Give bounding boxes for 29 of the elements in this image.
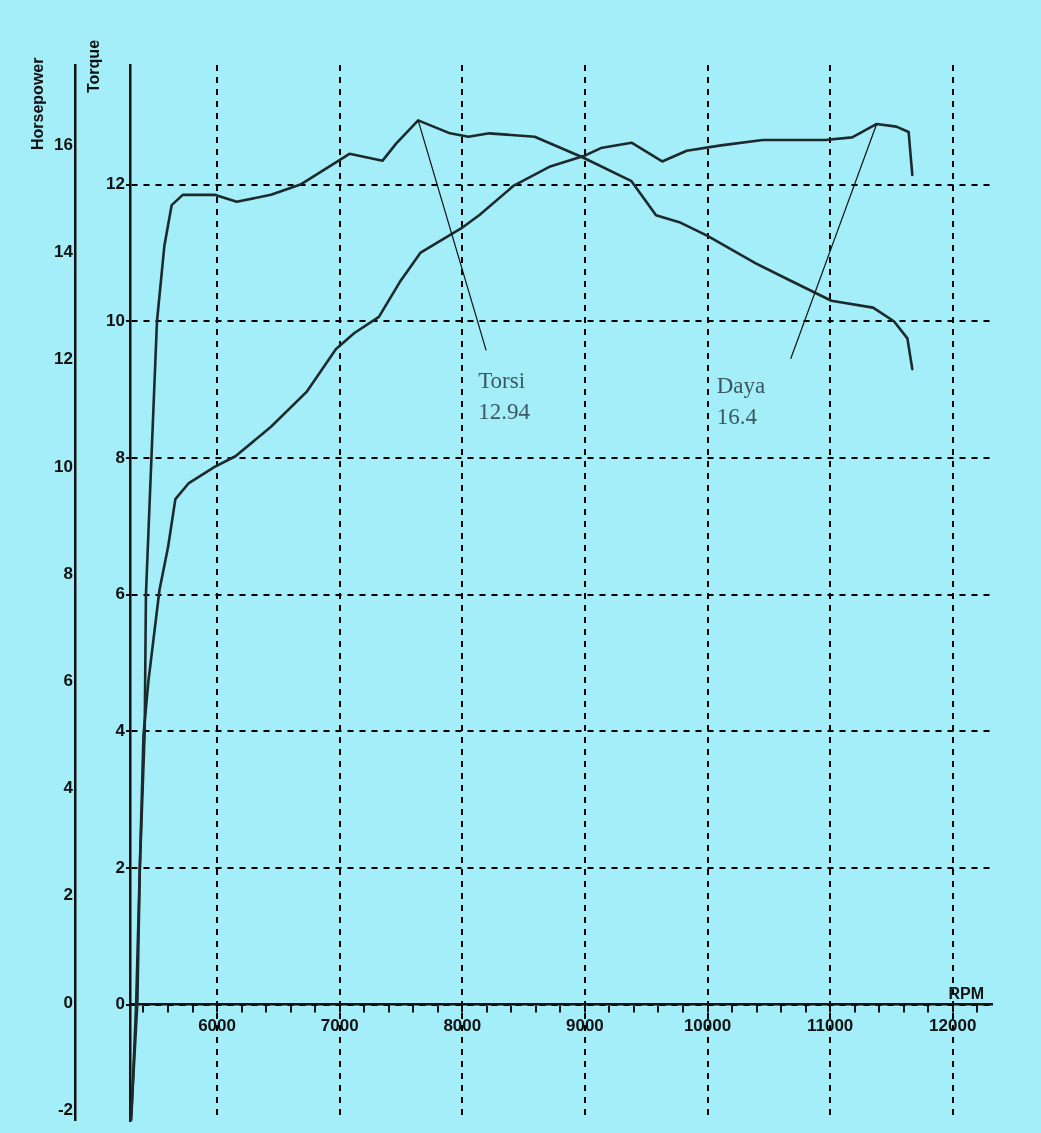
y2-tick-label: -2 <box>57 1099 73 1119</box>
y-tick-label: 4 <box>115 720 126 740</box>
x-tick-label: 9000 <box>566 1015 604 1035</box>
y-tick-label: 0 <box>115 994 125 1014</box>
y2-tick-label: 6 <box>63 671 73 691</box>
x-tick-label: 6000 <box>198 1015 236 1035</box>
x-axis-title: RPM <box>948 985 984 1003</box>
y-tick-label: 10 <box>106 310 125 330</box>
y2-tick-label: 0 <box>63 992 73 1012</box>
y2-tick-label: 16 <box>54 135 73 155</box>
y2-tick-label: 10 <box>54 456 73 476</box>
y2-tick-label: 12 <box>54 349 73 369</box>
annotation: Daya 16.4 <box>716 373 766 430</box>
x-tick-label: 11000 <box>806 1015 854 1035</box>
x-tick-label: 12000 <box>929 1015 977 1035</box>
y2-axis-title: Horsepower <box>29 57 47 150</box>
y2-tick-label: 14 <box>54 242 74 262</box>
annotation: Torsi 12.94 <box>478 367 531 424</box>
y-tick-label: 2 <box>115 857 125 877</box>
y-axis-title: Torque <box>85 39 103 93</box>
y-tick-label: 8 <box>115 447 125 467</box>
x-tick-label: 8000 <box>443 1015 482 1035</box>
y2-tick-label: 8 <box>63 563 73 583</box>
y2-tick-label: 2 <box>63 885 73 905</box>
y2-tick-label: 4 <box>63 778 74 798</box>
x-tick-label: 7000 <box>320 1015 359 1035</box>
y-tick-label: 6 <box>115 584 125 604</box>
y-tick-label: 12 <box>106 174 125 194</box>
x-tick-label: 10000 <box>683 1015 732 1035</box>
